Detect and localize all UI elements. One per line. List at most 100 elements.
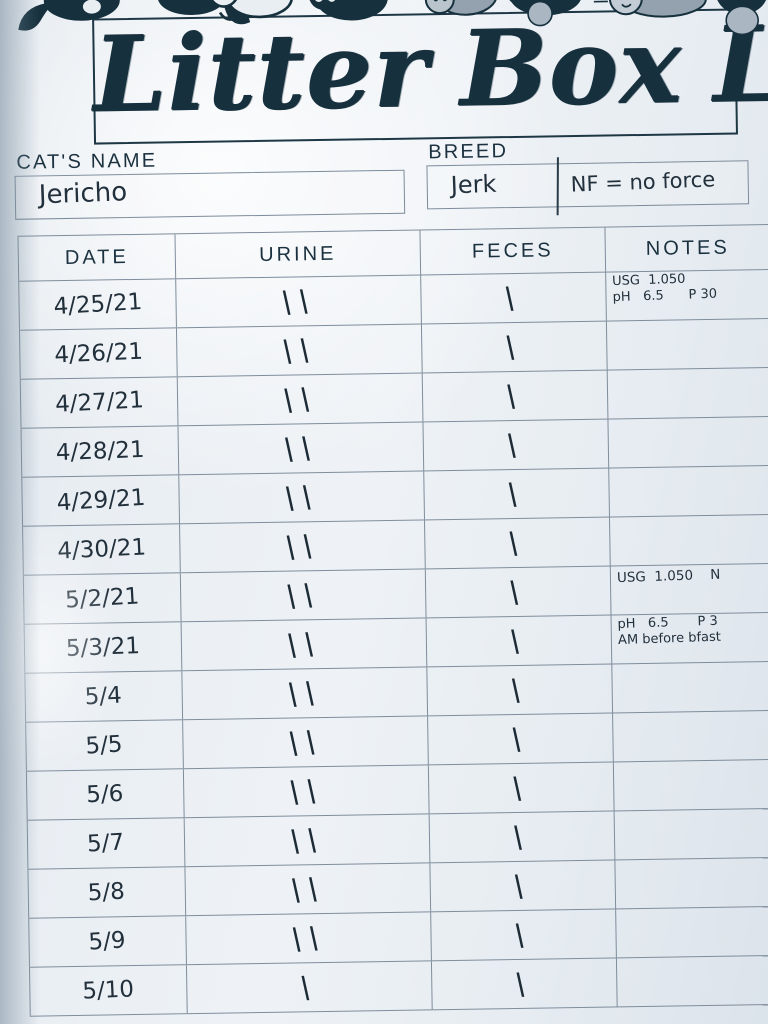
cat-black-3-icon xyxy=(308,0,388,21)
cell-feces[interactable]: \ xyxy=(425,517,611,569)
cell-date[interactable]: 5/5 xyxy=(25,720,184,771)
feces-tally: \ xyxy=(508,573,529,611)
date-value: 5/7 xyxy=(86,829,126,858)
urine-tally: \\ xyxy=(283,527,322,566)
cell-date[interactable]: 5/4 xyxy=(24,671,184,722)
cell-feces[interactable]: \ xyxy=(431,958,618,1010)
cell-feces[interactable]: \ xyxy=(429,811,616,863)
cell-feces[interactable]: \ xyxy=(430,860,617,912)
feces-tally: \ xyxy=(511,818,533,856)
cell-urine[interactable]: \\ xyxy=(183,716,429,769)
feces-tally: \ xyxy=(509,671,530,709)
column-header-date: DATE xyxy=(17,234,177,281)
feces-tally: \ xyxy=(507,524,528,562)
cell-date[interactable]: 4/25/21 xyxy=(18,279,177,330)
cell-urine[interactable]: \\ xyxy=(180,569,427,622)
cell-feces[interactable]: \ xyxy=(431,909,617,961)
cell-feces[interactable]: \ xyxy=(428,713,614,765)
cat-black-1-icon xyxy=(18,0,120,31)
cell-date[interactable]: 5/9 xyxy=(28,916,187,967)
feces-tally: \ xyxy=(508,622,530,660)
cell-notes[interactable] xyxy=(608,368,768,419)
cat-white-outline-icon xyxy=(208,0,294,21)
cell-urine[interactable]: \\ xyxy=(176,275,422,328)
cell-urine[interactable]: \\ xyxy=(184,814,431,867)
cell-notes[interactable] xyxy=(608,417,768,468)
feces-tally: \ xyxy=(511,769,532,807)
column-header-feces: FECES xyxy=(420,227,607,275)
cell-feces[interactable]: \ xyxy=(425,566,612,618)
cell-feces[interactable]: \ xyxy=(422,370,609,422)
cell-notes[interactable] xyxy=(617,956,768,1007)
cell-urine[interactable]: \\ xyxy=(178,422,425,475)
cell-urine[interactable]: \\ xyxy=(183,765,430,818)
urine-tally: \\ xyxy=(289,919,328,958)
cell-urine[interactable]: \\ xyxy=(181,618,428,671)
date-value: 5/8 xyxy=(87,878,126,907)
cell-notes[interactable] xyxy=(615,858,768,909)
cell-date[interactable]: 5/2/21 xyxy=(22,573,182,624)
cell-date[interactable]: 4/26/21 xyxy=(18,328,178,379)
date-value: 4/30/21 xyxy=(56,534,147,565)
urine-tally: \ xyxy=(299,969,320,1006)
date-value: 5/9 xyxy=(88,927,127,956)
cell-date[interactable]: 5/6 xyxy=(25,769,185,820)
notes-value: USG 1.050 pH 6.5 P 30 xyxy=(611,271,718,306)
cell-notes[interactable]: USG 1.050 pH 6.5 P 30 xyxy=(606,270,768,321)
urine-tally: \\ xyxy=(286,674,324,713)
cell-feces[interactable]: \ xyxy=(426,615,613,667)
cell-notes[interactable] xyxy=(613,711,768,762)
cell-date[interactable]: 5/7 xyxy=(26,818,186,869)
date-value: 4/29/21 xyxy=(55,484,146,517)
cell-notes[interactable] xyxy=(614,760,768,811)
cell-date[interactable]: 4/28/21 xyxy=(20,426,180,477)
date-value: 5/10 xyxy=(81,976,135,1005)
cell-urine[interactable]: \\ xyxy=(186,912,432,965)
urine-tally: \\ xyxy=(280,331,318,370)
cell-date[interactable]: 5/10 xyxy=(28,965,188,1016)
cell-notes[interactable] xyxy=(609,466,768,517)
cell-feces[interactable]: \ xyxy=(428,762,615,814)
date-value: 5/6 xyxy=(86,780,125,809)
cell-notes[interactable]: pH 6.5 P 3 AM before bfast xyxy=(612,613,768,664)
feces-tally: \ xyxy=(504,328,525,366)
cell-urine[interactable]: \\ xyxy=(176,324,423,377)
cell-feces[interactable]: \ xyxy=(421,272,607,324)
feces-tally: \ xyxy=(510,720,531,758)
cell-date[interactable]: 5/8 xyxy=(27,867,187,918)
breed-field-divider xyxy=(556,157,559,216)
feces-tally: \ xyxy=(514,965,535,1003)
cell-notes[interactable] xyxy=(607,319,768,370)
cell-feces[interactable]: \ xyxy=(423,419,610,471)
cell-notes[interactable] xyxy=(615,809,768,860)
cell-urine[interactable]: \\ xyxy=(185,863,432,916)
cell-feces[interactable]: \ xyxy=(421,321,608,373)
cell-urine[interactable]: \ xyxy=(186,961,433,1014)
cell-feces[interactable]: \ xyxy=(424,468,610,520)
cell-notes[interactable] xyxy=(612,662,768,713)
cell-urine[interactable]: \\ xyxy=(177,373,424,426)
cell-feces[interactable]: \ xyxy=(427,664,614,716)
date-value: 4/26/21 xyxy=(53,338,144,369)
urine-tally: \\ xyxy=(288,821,326,860)
urine-tally: \\ xyxy=(282,429,320,468)
cell-urine[interactable]: \\ xyxy=(180,520,426,573)
cell-notes[interactable]: USG 1.050 N xyxy=(611,564,768,615)
urine-tally: \\ xyxy=(286,723,325,762)
date-value: 4/27/21 xyxy=(54,387,145,418)
urine-tally: \\ xyxy=(279,282,318,321)
column-header-urine: URINE xyxy=(175,230,422,279)
cat-illustration-border xyxy=(18,0,768,36)
cell-notes[interactable] xyxy=(616,907,768,958)
cell-notes[interactable] xyxy=(610,515,768,566)
cell-date[interactable]: 4/27/21 xyxy=(19,377,179,428)
cell-urine[interactable]: \\ xyxy=(182,667,429,720)
cell-date[interactable]: 5/3/21 xyxy=(23,622,183,673)
cat-name-value: Jericho xyxy=(38,177,128,211)
cell-urine[interactable]: \\ xyxy=(179,471,425,524)
table-row: 5/10 \ \ xyxy=(28,955,768,1017)
cell-date[interactable]: 4/30/21 xyxy=(22,524,181,575)
cell-date[interactable]: 4/29/21 xyxy=(21,475,181,526)
